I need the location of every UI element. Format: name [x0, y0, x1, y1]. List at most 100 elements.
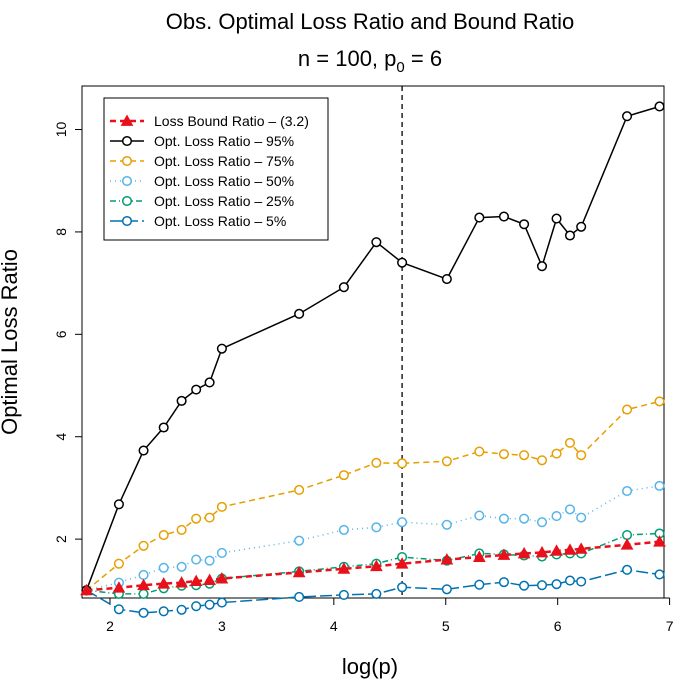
y-tick-label: 4 — [53, 433, 69, 441]
x-axis: 2 3 4 5 6 7 — [106, 597, 674, 634]
y-tick-label: 6 — [53, 330, 69, 338]
data-point — [338, 524, 349, 535]
series — [81, 101, 665, 596]
data-point — [216, 597, 227, 608]
subtitle-prefix: n = 100, p — [298, 46, 396, 71]
data-point — [158, 529, 169, 541]
data-point — [397, 582, 408, 593]
chart-title: Obs. Optimal Loss Ratio and Bound Ratio — [166, 9, 574, 34]
data-point — [371, 522, 382, 533]
legend-entry: Opt. Loss Ratio – 95% — [110, 133, 294, 149]
data-point — [536, 517, 548, 528]
data-point — [137, 578, 150, 591]
data-point — [395, 557, 409, 569]
data-point — [576, 221, 587, 232]
data-point — [654, 569, 665, 580]
legend-marker — [121, 175, 133, 187]
data-point — [176, 395, 187, 406]
data-point — [474, 212, 485, 223]
data-point — [294, 484, 305, 496]
x-tick-label: 6 — [554, 618, 562, 634]
legend-marker — [121, 215, 133, 227]
data-point — [472, 550, 486, 562]
legend-label: Opt. Loss Ratio – 25% — [154, 193, 294, 209]
series-line — [86, 400, 660, 591]
series-line — [86, 532, 660, 595]
data-point — [564, 437, 576, 448]
data-point — [517, 546, 531, 559]
data-point — [138, 607, 149, 618]
legend-marker — [120, 114, 134, 126]
data-point — [189, 574, 203, 587]
data-point — [564, 504, 576, 515]
data-point — [519, 580, 530, 591]
data-point — [158, 422, 169, 433]
legend-entry: Loss Bound Ratio – (3.2) — [110, 113, 309, 129]
data-point — [371, 237, 382, 248]
y-axis: 2 4 6 8 10 — [53, 122, 83, 543]
data-point — [519, 219, 530, 230]
data-point — [204, 512, 215, 523]
data-point — [564, 230, 576, 241]
data-point — [397, 257, 408, 268]
data-point — [474, 579, 485, 590]
data-point — [157, 577, 171, 589]
data-point — [191, 384, 202, 395]
legend-marker — [121, 135, 133, 147]
data-point — [441, 519, 452, 530]
data-point — [576, 512, 587, 523]
data-point — [337, 562, 351, 574]
data-point — [176, 561, 187, 572]
data-point — [474, 510, 485, 521]
data-point — [519, 513, 530, 524]
data-point — [191, 513, 202, 524]
legend-label: Opt. Loss Ratio – 5% — [154, 213, 286, 229]
data-point — [564, 575, 576, 586]
data-point — [441, 584, 452, 595]
data-point — [215, 572, 229, 584]
y-tick-label: 10 — [53, 122, 69, 138]
data-point — [536, 455, 548, 466]
data-point — [294, 308, 305, 319]
data-point — [551, 213, 562, 224]
data-point — [441, 456, 452, 467]
data-point — [138, 445, 149, 456]
series — [81, 564, 665, 618]
data-point — [191, 601, 202, 612]
data-point — [498, 513, 510, 524]
data-point — [371, 457, 382, 468]
series-line — [85, 105, 660, 591]
data-point — [498, 577, 510, 588]
subtitle-suffix: = 6 — [405, 46, 442, 71]
series-layer — [80, 101, 666, 618]
data-point — [292, 565, 306, 578]
data-point — [138, 540, 149, 551]
data-point — [576, 576, 587, 587]
x-tick-label: 3 — [218, 618, 226, 634]
legend-label: Opt. Loss Ratio – 95% — [154, 133, 294, 149]
data-point — [112, 581, 126, 593]
legend-entry: Opt. Loss Ratio – 5% — [110, 213, 286, 229]
data-point — [497, 548, 511, 560]
data-point — [294, 591, 305, 603]
data-point — [158, 606, 169, 617]
data-point — [654, 480, 665, 491]
data-point — [498, 449, 510, 460]
y-axis-label: Optimal Loss Ratio — [0, 249, 22, 435]
series — [81, 480, 665, 596]
x-tick-label: 7 — [666, 618, 674, 634]
data-point — [113, 499, 124, 510]
data-point — [113, 604, 124, 615]
data-point — [535, 545, 549, 558]
data-point — [191, 554, 202, 565]
legend-marker — [121, 195, 133, 207]
data-point — [203, 573, 216, 585]
data-point — [474, 446, 485, 457]
data-point — [576, 450, 587, 461]
x-tick-label: 2 — [106, 618, 114, 634]
legend-label: Opt. Loss Ratio – 75% — [154, 153, 294, 169]
data-point — [620, 538, 634, 550]
data-point — [204, 377, 215, 388]
data-point — [551, 448, 562, 459]
data-point — [176, 524, 187, 535]
